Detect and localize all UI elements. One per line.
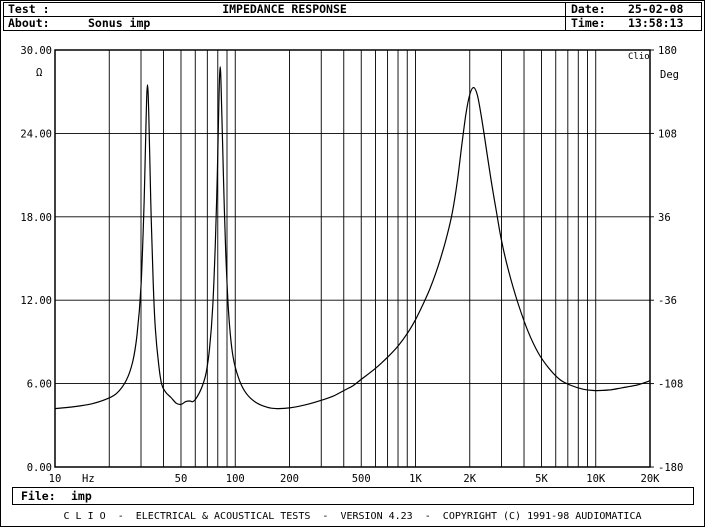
y-left-tick-label: 12.00 <box>20 295 52 307</box>
test-label: Test : <box>8 2 50 16</box>
x-tick-label: 1K <box>409 473 422 485</box>
grid-lines <box>54 49 654 468</box>
x-tick-label: 100 <box>226 473 245 485</box>
plot-border <box>54 49 651 468</box>
x-tick-label: 50 <box>175 473 188 485</box>
x-tick-label: 200 <box>280 473 299 485</box>
y-left-unit: Ω <box>36 67 42 79</box>
x-tick-label: 10K <box>586 473 606 485</box>
chart-title: IMPEDANCE RESPONSE <box>222 2 347 16</box>
about-value: Sonus imp <box>88 16 151 30</box>
y-right-tick-label: -108 <box>658 379 683 391</box>
y-right-unit: Deg <box>660 69 679 81</box>
file-label: File: <box>21 489 56 503</box>
y-left-tick-label: 24.00 <box>20 128 52 140</box>
header-row-about: About: Sonus imp Time: 13:58:13 <box>4 17 701 30</box>
y-right-tick-label: 108 <box>658 128 677 140</box>
y-left-tick-label: 6.00 <box>27 379 52 391</box>
date-value: 25-02-08 <box>628 2 684 16</box>
y-right-tick-label: 36 <box>658 212 671 224</box>
impedance-chart: 0.00 6.00 12.00 18.00 24.00 30.00 -180 -108 -36 3… <box>0 30 705 485</box>
x-tick-label: 500 <box>352 473 371 485</box>
x-tick-label: 2K <box>463 473 476 485</box>
y-right-tick-label: 180 <box>658 45 677 57</box>
x-axis-label: Hz <box>82 473 95 485</box>
file-box: File: imp <box>12 487 694 505</box>
x-tick-label: 10 <box>49 473 62 485</box>
y-left-tick-label: 30.00 <box>20 45 52 57</box>
x-tick-label: 5K <box>535 473 548 485</box>
axis-labels: 0.00 6.00 12.00 18.00 24.00 30.00 -180 -108 -36 3… <box>20 45 683 485</box>
clio-brand: Clio <box>628 52 650 62</box>
y-right-tick-label: -180 <box>658 462 683 474</box>
footer-copyright: C L I O - ELECTRICAL & ACOUSTICAL TESTS … <box>63 511 642 522</box>
time-label: Time: <box>571 16 606 30</box>
date-label: Date: <box>571 2 606 16</box>
impedance-plot: 0.00 6.00 12.00 18.00 24.00 30.00 -180 -108 -36 3… <box>20 45 683 485</box>
file-value: imp <box>71 489 92 503</box>
header-divider <box>565 3 566 30</box>
time-value: 13:58:13 <box>628 16 684 30</box>
header-box: Test : IMPEDANCE RESPONSE Date: 25-02-08… <box>3 2 702 31</box>
y-right-tick-label: -36 <box>658 295 677 307</box>
about-label: About: <box>8 16 50 30</box>
x-tick-label: 20K <box>641 473 661 485</box>
y-left-tick-label: 0.00 <box>27 462 52 474</box>
header-row-test: Test : IMPEDANCE RESPONSE Date: 25-02-08 <box>4 3 701 17</box>
y-left-tick-label: 18.00 <box>20 212 52 224</box>
impedance-curve <box>54 66 651 410</box>
